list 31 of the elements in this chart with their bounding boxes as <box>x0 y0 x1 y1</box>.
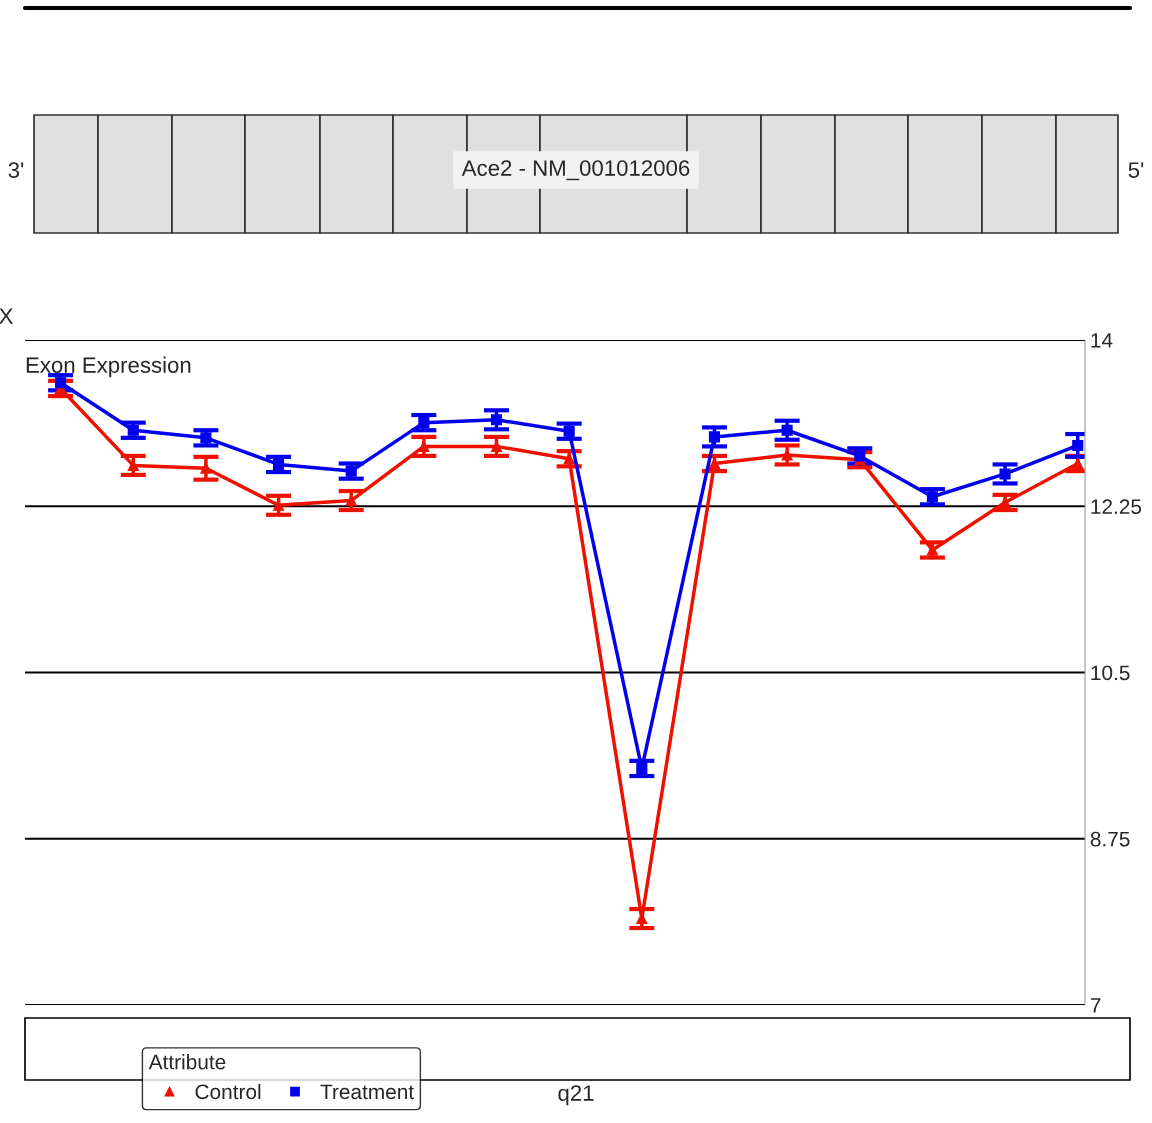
point <box>345 465 357 477</box>
y-tick-label: 14 <box>1091 333 1113 348</box>
y-tick-label: 12.25 <box>1091 499 1142 514</box>
point <box>418 417 430 429</box>
y-tick-label: 7 <box>1090 998 1101 1013</box>
point <box>854 450 866 462</box>
legend-label: Control <box>195 1083 261 1100</box>
text: q21 <box>558 1085 594 1106</box>
text: 3' <box>8 162 24 178</box>
point <box>781 424 793 436</box>
point <box>55 377 67 389</box>
y-tick-label: 10.5 <box>1091 665 1130 681</box>
point <box>490 414 503 426</box>
point <box>563 425 575 437</box>
text: 5' <box>1128 162 1144 178</box>
text: X <box>0 308 13 324</box>
point <box>1072 457 1084 470</box>
point <box>708 431 721 443</box>
point <box>926 491 938 503</box>
text: Exon Expression <box>26 356 191 378</box>
y-tick-label: 8.75 <box>1090 831 1130 847</box>
point <box>273 458 285 471</box>
point <box>999 468 1011 480</box>
point <box>200 432 212 444</box>
point <box>1072 439 1084 452</box>
legend-title: Attribute <box>148 1054 226 1070</box>
legend-label: Treatment <box>320 1084 414 1100</box>
point <box>636 762 648 775</box>
text: Ace2 - NM_001012006 <box>461 160 690 181</box>
point <box>563 453 575 465</box>
point <box>127 424 139 436</box>
